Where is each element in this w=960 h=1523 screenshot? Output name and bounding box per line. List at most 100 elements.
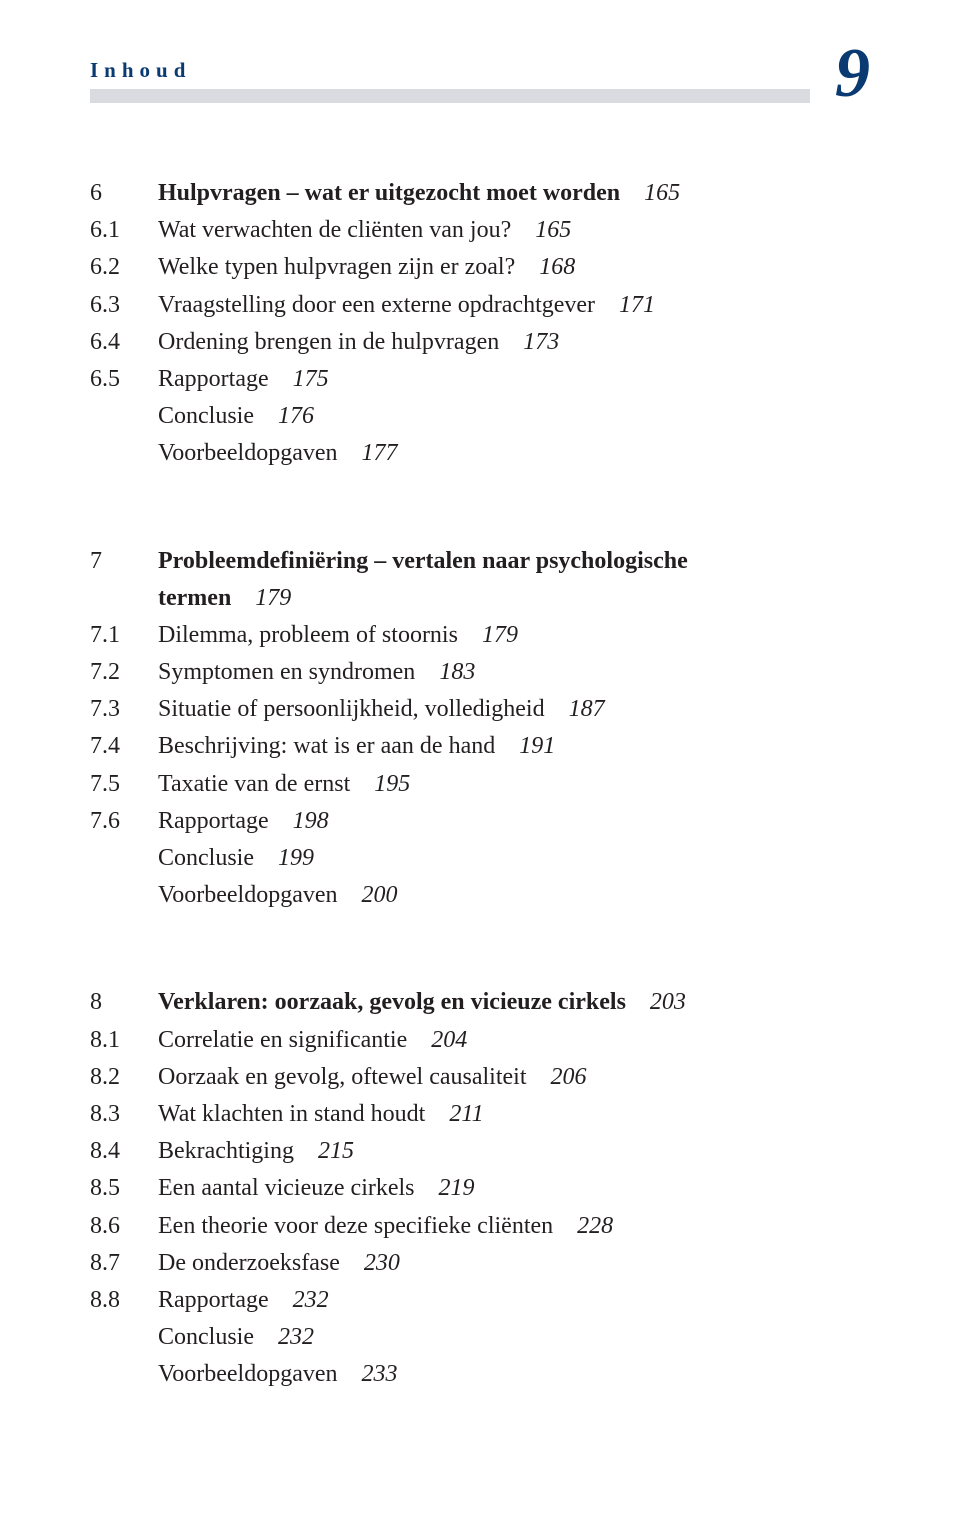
toc-page: 232 — [293, 1287, 329, 1313]
toc-line: 7.2Symptomen en syndromen 183 — [90, 654, 870, 691]
chapter-block: 7Probleemdefiniëring – vertalen naar psy… — [90, 543, 870, 915]
toc-number: 6.3 — [90, 287, 158, 324]
toc-number: 7.2 — [90, 654, 158, 691]
toc-title: Rapportage 198 — [158, 803, 870, 840]
toc-line: 6.4Ordening brengen in de hulpvragen 173 — [90, 324, 870, 361]
toc-number: 7.3 — [90, 691, 158, 728]
toc-page: 204 — [431, 1027, 467, 1053]
toc-page: 233 — [362, 1361, 398, 1387]
toc-line: 7.5Taxatie van de ernst 195 — [90, 766, 870, 803]
toc-body: 6Hulpvragen – wat er uitgezocht moet wor… — [90, 175, 870, 1393]
toc-number: 8.3 — [90, 1096, 158, 1133]
toc-title: Rapportage 175 — [158, 361, 870, 398]
toc-number: 7.6 — [90, 803, 158, 840]
toc-number: 8.7 — [90, 1245, 158, 1282]
page-container: Inhoud 9 6Hulpvragen – wat er uitgezocht… — [0, 0, 960, 1523]
toc-title: Conclusie 176 — [158, 398, 870, 435]
toc-page: 177 — [362, 440, 398, 466]
running-header: Inhoud 9 — [90, 50, 870, 105]
toc-title: Conclusie 232 — [158, 1319, 870, 1356]
toc-line: Voorbeeldopgaven 177 — [90, 435, 870, 472]
toc-title: termen 179 — [158, 580, 870, 617]
toc-title: Rapportage 232 — [158, 1282, 870, 1319]
toc-title: Wat klachten in stand houdt 211 — [158, 1096, 870, 1133]
toc-page: 215 — [318, 1138, 354, 1164]
toc-line: 8.6Een theorie voor deze specifieke clië… — [90, 1208, 870, 1245]
toc-title: Voorbeeldopgaven 177 — [158, 435, 870, 472]
toc-line: 8.7De onderzoeksfase 230 — [90, 1245, 870, 1282]
toc-number: 6.1 — [90, 212, 158, 249]
toc-number: 7 — [90, 543, 158, 580]
toc-title: Een aantal vicieuze cirkels 219 — [158, 1170, 870, 1207]
toc-line: 6.2Welke typen hulpvragen zijn er zoal? … — [90, 249, 870, 286]
toc-page: 165 — [535, 217, 571, 243]
toc-title: Dilemma, probleem of stoornis 179 — [158, 617, 870, 654]
toc-line: 8Verklaren: oorzaak, gevolg en vicieuze … — [90, 984, 870, 1021]
toc-title: Conclusie 199 — [158, 840, 870, 877]
toc-number: 7.4 — [90, 728, 158, 765]
toc-title: De onderzoeksfase 230 — [158, 1245, 870, 1282]
toc-page: 176 — [278, 403, 314, 429]
page-number: 9 — [835, 42, 870, 105]
toc-line: 8.4Bekrachtiging 215 — [90, 1133, 870, 1170]
toc-page: 211 — [449, 1101, 483, 1127]
toc-line: Voorbeeldopgaven 200 — [90, 877, 870, 914]
toc-line: 6.1Wat verwachten de cliënten van jou? 1… — [90, 212, 870, 249]
toc-number: 8.4 — [90, 1133, 158, 1170]
toc-line: 7.3Situatie of persoonlijkheid, volledig… — [90, 691, 870, 728]
toc-number: 8.5 — [90, 1170, 158, 1207]
toc-number: 7.1 — [90, 617, 158, 654]
toc-page: 200 — [362, 882, 398, 908]
toc-line: Conclusie 176 — [90, 398, 870, 435]
toc-number: 7.5 — [90, 766, 158, 803]
toc-page: 191 — [519, 733, 555, 759]
toc-number: 8.6 — [90, 1208, 158, 1245]
toc-title: Verklaren: oorzaak, gevolg en vicieuze c… — [158, 984, 870, 1021]
toc-page: 187 — [569, 696, 605, 722]
toc-number — [90, 840, 158, 877]
toc-number — [90, 1319, 158, 1356]
toc-line: 7.6Rapportage 198 — [90, 803, 870, 840]
toc-number: 6.5 — [90, 361, 158, 398]
toc-number: 8.8 — [90, 1282, 158, 1319]
toc-title: Taxatie van de ernst 195 — [158, 766, 870, 803]
toc-title: Vraagstelling door een externe opdrachtg… — [158, 287, 870, 324]
toc-line: Voorbeeldopgaven 233 — [90, 1356, 870, 1393]
toc-number — [90, 580, 158, 617]
toc-title: Wat verwachten de cliënten van jou? 165 — [158, 212, 870, 249]
toc-title: Probleemdefiniëring – vertalen naar psyc… — [158, 543, 870, 580]
toc-number — [90, 398, 158, 435]
toc-page: 232 — [278, 1324, 314, 1350]
toc-title: Een theorie voor deze specifieke cliënte… — [158, 1208, 870, 1245]
toc-title: Situatie of persoonlijkheid, volledighei… — [158, 691, 870, 728]
toc-title: Welke typen hulpvragen zijn er zoal? 168 — [158, 249, 870, 286]
toc-page: 183 — [439, 659, 475, 685]
toc-line: 6Hulpvragen – wat er uitgezocht moet wor… — [90, 175, 870, 212]
toc-number: 6.4 — [90, 324, 158, 361]
toc-page: 175 — [293, 366, 329, 392]
toc-line: 8.3Wat klachten in stand houdt 211 — [90, 1096, 870, 1133]
toc-page: 179 — [482, 622, 518, 648]
toc-line: 6.3Vraagstelling door een externe opdrac… — [90, 287, 870, 324]
toc-title: Oorzaak en gevolg, oftewel causaliteit 2… — [158, 1059, 870, 1096]
toc-line: 8.2Oorzaak en gevolg, oftewel causalitei… — [90, 1059, 870, 1096]
toc-number: 6 — [90, 175, 158, 212]
toc-line: 7Probleemdefiniëring – vertalen naar psy… — [90, 543, 870, 580]
toc-line: 6.5Rapportage 175 — [90, 361, 870, 398]
toc-page: 179 — [255, 585, 291, 611]
toc-page: 165 — [644, 180, 680, 206]
toc-line: 8.8Rapportage 232 — [90, 1282, 870, 1319]
toc-line: 8.1Correlatie en significantie 204 — [90, 1022, 870, 1059]
toc-line: 8.5Een aantal vicieuze cirkels 219 — [90, 1170, 870, 1207]
toc-page: 228 — [577, 1213, 613, 1239]
toc-number — [90, 435, 158, 472]
toc-page: 173 — [523, 329, 559, 355]
chapter-block: 6Hulpvragen – wat er uitgezocht moet wor… — [90, 175, 870, 473]
toc-title: Beschrijving: wat is er aan de hand 191 — [158, 728, 870, 765]
toc-title: Voorbeeldopgaven 233 — [158, 1356, 870, 1393]
toc-page: 206 — [551, 1064, 587, 1090]
toc-line: termen 179 — [90, 580, 870, 617]
toc-number: 8.2 — [90, 1059, 158, 1096]
toc-page: 195 — [374, 771, 410, 797]
toc-line: 7.4Beschrijving: wat is er aan de hand 1… — [90, 728, 870, 765]
